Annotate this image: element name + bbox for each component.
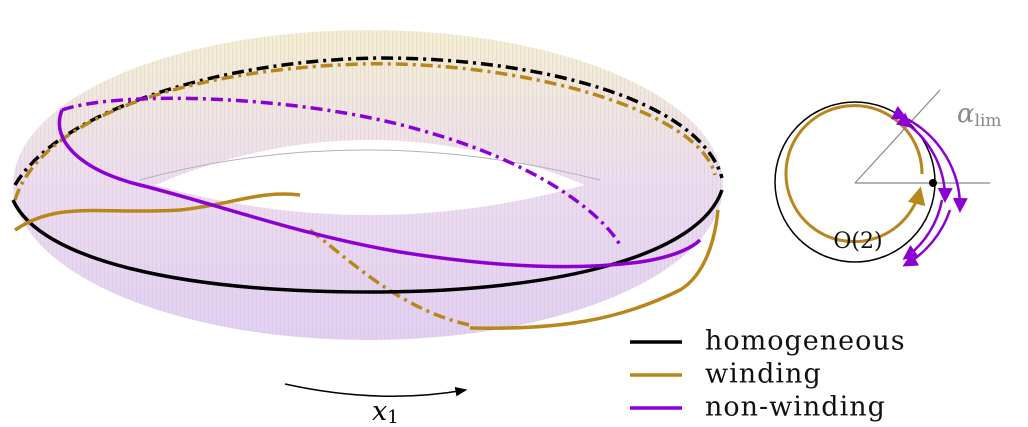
o2-circle [786, 106, 922, 242]
legend-label: winding [705, 359, 822, 390]
o2-diagram: αlim O(2) [775, 90, 1002, 265]
group-label: O(2) [833, 229, 882, 254]
alpha-sub: lim [975, 111, 1002, 131]
x1-arrow [285, 384, 465, 396]
legend-label: non-winding [705, 392, 886, 423]
figure: x1 αlim O(2) homogeneouswindingnon-windi… [0, 0, 1028, 427]
x1-label: x1 [372, 396, 399, 427]
alpha: α [957, 99, 975, 129]
legend-label: homogeneous [705, 326, 906, 357]
alpha-label: αlim [957, 99, 1002, 131]
x-sub: 1 [387, 407, 398, 427]
x-label: x [372, 396, 387, 427]
alpha-arc [910, 126, 945, 200]
